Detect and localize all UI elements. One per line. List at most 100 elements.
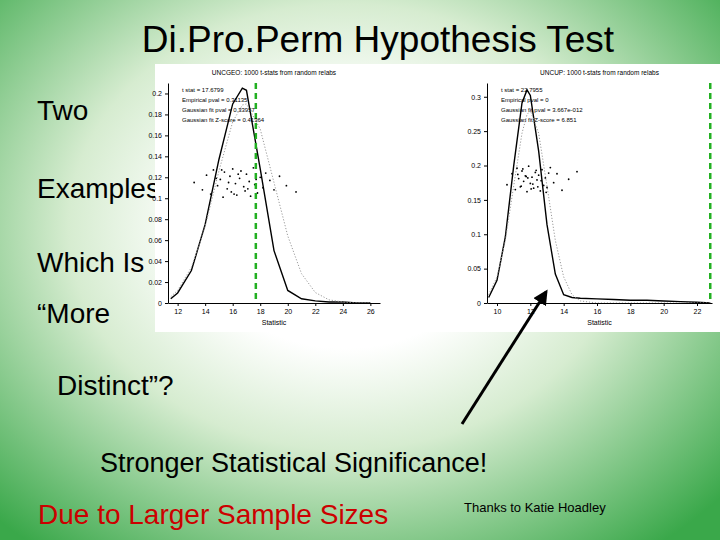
y-axis-line <box>487 84 488 304</box>
stat-point <box>506 184 508 186</box>
stat-point <box>536 179 538 181</box>
stat-point <box>273 189 275 191</box>
y-tick: 0.02 <box>148 279 168 286</box>
annotation: t stat = 17.6799 <box>182 87 224 93</box>
stat-point <box>530 188 532 190</box>
stat-point <box>246 173 248 175</box>
x-tick-mark <box>178 303 179 306</box>
x-tick-mark <box>597 303 598 306</box>
left-text: Distinct”? <box>57 370 174 401</box>
x-tick-mark <box>343 303 344 306</box>
y-tick-mark <box>165 135 168 136</box>
y-tick: 0.3 <box>471 93 487 100</box>
x-tick-mark <box>260 303 261 306</box>
y-tick-label: 0.1 <box>471 231 481 238</box>
stat-point <box>295 191 297 193</box>
y-tick: 0 <box>477 300 487 307</box>
annotation: Gaussian fit pval = 0.33957 <box>182 107 256 113</box>
x-tick-label: 20 <box>660 308 668 315</box>
stat-point <box>546 187 548 189</box>
y-tick-label: 0.18 <box>148 111 162 118</box>
caption: Stronger Statistical Significance! <box>100 448 487 478</box>
y-tick: 0.2 <box>152 90 168 97</box>
stat-point <box>535 169 537 171</box>
stat-point <box>210 193 212 195</box>
x-tick-label: 22 <box>312 308 320 315</box>
stat-point <box>285 185 287 187</box>
y-tick-label: 0.08 <box>148 216 162 223</box>
y-tick-mark <box>165 261 168 262</box>
y-tick-mark <box>165 303 168 304</box>
y-tick-mark <box>484 97 487 98</box>
stat-point <box>541 169 543 171</box>
plot-area <box>489 83 711 303</box>
stat-point <box>539 190 541 192</box>
x-tick-mark <box>630 303 631 306</box>
y-tick-mark <box>165 156 168 157</box>
y-tick: 0.12 <box>148 174 168 181</box>
slide: Di.Pro.Perm Hypothesis TestTwoExamplesWh… <box>0 0 720 540</box>
y-tick-label: 0.2 <box>471 162 481 169</box>
y-tick: 0.2 <box>471 162 487 169</box>
stat-point <box>521 170 523 172</box>
stat-point <box>269 180 271 182</box>
x-tick: 12 <box>174 303 182 315</box>
y-tick-label: 0.14 <box>148 153 162 160</box>
plot-area <box>171 83 371 303</box>
stat-point <box>537 186 539 188</box>
density-line <box>489 90 711 303</box>
y-tick: 0.16 <box>148 132 168 139</box>
x-tick-label: 14 <box>202 308 210 315</box>
y-tick-label: 0.02 <box>148 279 162 286</box>
y-tick-mark <box>484 234 487 235</box>
stat-point <box>532 183 534 185</box>
y-tick: 0.04 <box>148 258 168 265</box>
stat-point <box>237 173 239 175</box>
y-tick-label: 0.1 <box>152 195 162 202</box>
x-tick: 14 <box>560 303 568 315</box>
x-tick-mark <box>233 303 234 306</box>
stat-point <box>219 178 221 180</box>
reference-line <box>255 83 258 303</box>
stat-point <box>202 189 204 191</box>
stat-point <box>232 168 234 170</box>
reference-line <box>709 83 712 303</box>
x-tick: 18 <box>627 303 635 315</box>
stat-point <box>543 185 545 187</box>
y-tick-label: 0.04 <box>148 258 162 265</box>
stat-point <box>548 172 550 174</box>
y-tick-label: 0.2 <box>152 90 162 97</box>
annotation: Empirical pval = 0.31135 <box>182 97 248 103</box>
stat-point <box>222 196 224 198</box>
x-tick-mark <box>697 303 698 306</box>
y-tick-label: 0 <box>477 300 481 307</box>
stat-point <box>511 173 513 175</box>
arrow <box>462 292 546 424</box>
y-tick-mark <box>165 240 168 241</box>
x-tick: 26 <box>367 303 375 315</box>
x-axis-title: Statistic <box>587 319 612 326</box>
stat-point <box>540 180 542 182</box>
x-tick-label: 24 <box>339 308 347 315</box>
x-tick: 16 <box>229 303 237 315</box>
stat-point <box>533 187 535 189</box>
x-tick-label: 20 <box>284 308 292 315</box>
stat-point <box>568 178 570 180</box>
stat-point <box>553 182 555 184</box>
stat-point <box>576 171 578 173</box>
x-tick-label: 22 <box>694 308 702 315</box>
y-tick-mark <box>165 198 168 199</box>
annotation: Gaussian fit pval = 3.667e-012 <box>501 107 583 113</box>
stat-point <box>523 180 525 182</box>
y-tick-label: 0.3 <box>471 93 481 100</box>
x-tick-label: 14 <box>560 308 568 315</box>
stat-point <box>516 167 518 169</box>
stat-point <box>236 194 238 196</box>
stat-point <box>235 183 237 185</box>
chart-title: UNCUP: 1000 t-stats from random relabs <box>540 69 660 76</box>
x-tick-label: 26 <box>367 308 375 315</box>
y-tick-mark <box>484 200 487 201</box>
stat-point <box>240 170 242 172</box>
y-tick-mark <box>165 114 168 115</box>
chart-panel <box>155 64 720 332</box>
